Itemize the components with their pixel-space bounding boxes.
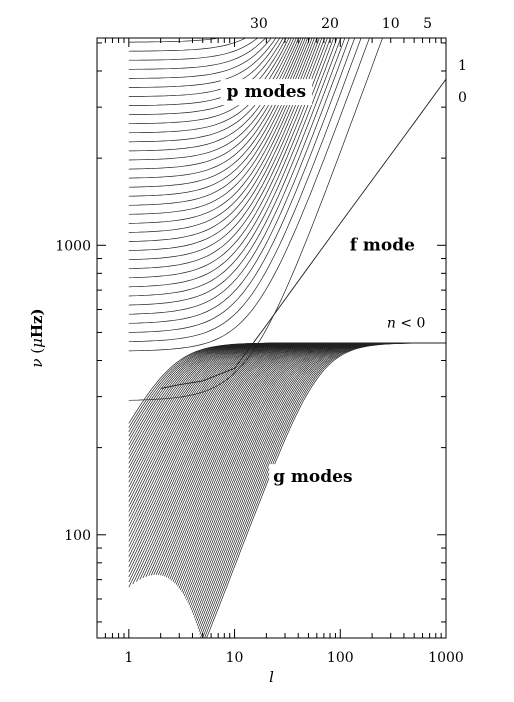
x-tick-label: 100 bbox=[327, 650, 354, 666]
f-mode-line bbox=[160, 78, 446, 389]
p-mode-line bbox=[128, 38, 304, 179]
p-mode-line bbox=[128, 38, 287, 116]
top-n-label: 10 bbox=[382, 16, 400, 32]
p-mode-line bbox=[128, 38, 318, 233]
p-mode-line bbox=[128, 38, 342, 306]
p-mode-line bbox=[128, 38, 247, 52]
x-axis-label: l bbox=[269, 668, 274, 686]
top-n-label: 30 bbox=[250, 16, 268, 32]
p-mode-line bbox=[128, 38, 300, 161]
n-less-than-zero: < 0 bbox=[396, 315, 426, 331]
p-mode-line bbox=[128, 38, 281, 97]
p-mode-line bbox=[128, 38, 338, 297]
top-n-label: 5 bbox=[423, 16, 432, 32]
p-mode-line bbox=[129, 0, 446, 6]
p-mode-line bbox=[128, 38, 362, 343]
x-tick-label: 1 bbox=[124, 650, 133, 666]
mode-lines bbox=[128, 0, 446, 638]
y-label-unit: Hz) bbox=[28, 308, 46, 338]
p-mode-line bbox=[128, 38, 277, 88]
g-mode-line bbox=[136, 342, 446, 582]
p-mode-line bbox=[128, 38, 313, 215]
y-label-open: ( bbox=[28, 348, 46, 359]
g-mode-line bbox=[206, 342, 446, 638]
right-n-label: 0 bbox=[458, 90, 467, 106]
p-mode-line bbox=[128, 38, 297, 152]
g-modes-label-background bbox=[269, 464, 357, 491]
p-mode-line bbox=[128, 38, 370, 352]
p-mode-line bbox=[128, 38, 290, 125]
p-mode-line bbox=[128, 38, 320, 242]
x-tick-label: 10 bbox=[226, 650, 244, 666]
p-mode-line bbox=[128, 38, 328, 270]
g-mode-line bbox=[128, 342, 446, 583]
p-mode-line bbox=[128, 38, 292, 134]
g-mode-line bbox=[128, 342, 446, 522]
p-mode-line bbox=[128, 38, 326, 261]
p-mode-line bbox=[128, 38, 259, 61]
n-symbol: n bbox=[387, 315, 396, 331]
g-mode-line bbox=[128, 342, 446, 537]
n-negative-label-background bbox=[383, 314, 429, 333]
p-mode-line bbox=[128, 38, 221, 43]
right-n-label: 1 bbox=[458, 58, 467, 74]
p-mode-line bbox=[128, 38, 272, 79]
p-mode-line bbox=[128, 38, 334, 288]
y-tick-label: 1000 bbox=[55, 238, 91, 254]
g-modes-label: g modes bbox=[273, 467, 352, 487]
p-mode-line bbox=[128, 38, 356, 333]
plot-frame bbox=[96, 37, 447, 639]
f-mode-label: f mode bbox=[350, 235, 415, 255]
p-mode-line bbox=[128, 38, 266, 70]
g-mode-line bbox=[204, 342, 446, 638]
p-modes-label: p modes bbox=[227, 82, 306, 102]
g-mode-line bbox=[174, 342, 446, 584]
y-label-mu: μ bbox=[28, 338, 46, 348]
p-mode-line bbox=[128, 38, 284, 106]
p-mode-line bbox=[128, 38, 346, 315]
top-n-label: 20 bbox=[321, 16, 339, 32]
p-mode-line bbox=[128, 38, 323, 251]
p-modes-label-background bbox=[220, 79, 313, 106]
n-negative-label: n < 0 bbox=[387, 315, 426, 331]
x-tick-label: 1000 bbox=[428, 650, 464, 666]
p-mode-line bbox=[128, 38, 331, 279]
axis-ticks bbox=[96, 38, 446, 638]
y-tick-label: 100 bbox=[64, 528, 91, 544]
g-mode-line bbox=[200, 342, 446, 638]
y-label-nu: ν bbox=[28, 359, 46, 368]
p-mode-line bbox=[128, 38, 302, 170]
p-mode-line bbox=[128, 38, 383, 401]
p-mode-line bbox=[129, 0, 446, 15]
f-mode-label-background bbox=[345, 232, 420, 259]
p-mode-line bbox=[128, 38, 295, 143]
y-axis-label: ν (μHz) bbox=[28, 308, 46, 367]
p-mode-line bbox=[128, 38, 350, 324]
g-mode-line bbox=[128, 342, 446, 473]
